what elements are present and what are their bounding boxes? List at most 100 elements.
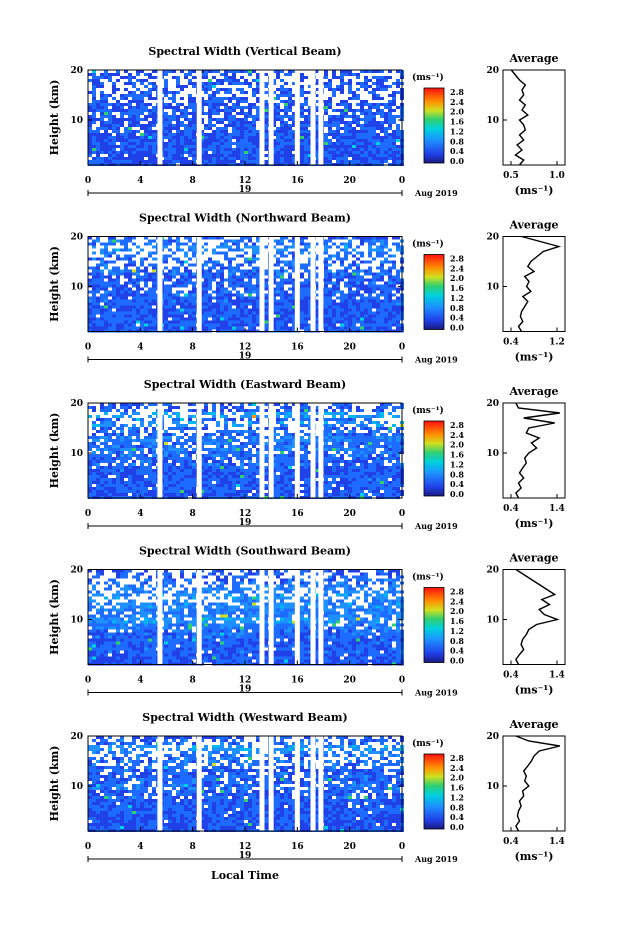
heatmap-cell [212,266,216,270]
heatmap-cell [324,308,328,312]
heatmap-cell [284,290,288,294]
heatmap-cell [112,106,116,109]
heatmap-cell [304,311,308,315]
heatmap-cell [188,302,192,306]
heatmap-cell [240,151,244,154]
heatmap-cell [344,412,348,415]
heatmap-cell [92,157,96,160]
heatmap-cell [300,91,304,94]
heatmap-cell [136,418,140,421]
heatmap-cell [392,263,396,267]
heatmap-cell [280,85,284,88]
heatmap-cell [388,266,392,270]
heatmap-cell [388,275,392,279]
heatmap-cell [292,115,296,118]
heatmap-cell [336,76,340,79]
heatmap-cell [384,245,388,249]
heatmap-cell [224,145,228,148]
heatmap-cell [276,454,280,457]
heatmap-cell [232,136,236,139]
heatmap-cell [376,79,380,82]
heatmap-cell [364,305,368,309]
heatmap-cell [300,239,304,243]
heatmap-cell [340,109,344,112]
heatmap-cell [380,311,384,315]
heatmap-cell [208,457,212,460]
heatmap-cell [232,76,236,79]
heatmap-cell [304,118,308,121]
heatmap-cell [252,302,256,306]
heatmap-cell [240,442,244,445]
heatmap-cell [300,302,304,306]
heatmap-cell [292,320,296,324]
heatmap-cell [184,451,188,454]
heatmap-cell [208,412,212,415]
heatmap-cell [272,436,276,439]
heatmap-cell [372,106,376,109]
heatmap-cell [112,160,116,163]
heatmap-cell [392,445,396,448]
heatmap-cell [352,284,356,288]
heatmap-cell [232,293,236,297]
heatmap-cell [300,142,304,145]
heatmap-cell [392,317,396,321]
heatmap-cell [88,308,92,312]
heatmap-cell [188,236,192,240]
heatmap-cell [240,275,244,279]
heatmap-cell [380,433,384,436]
heatmap-cell [136,299,140,303]
heatmap-cell [200,457,204,460]
heatmap-cell [344,302,348,306]
heatmap-cell [100,91,104,94]
heatmap-cell [220,415,224,418]
heatmap-cell [232,97,236,100]
heatmap-cell [240,409,244,412]
heatmap-cell [228,418,232,421]
heatmap-cell [284,121,288,124]
heatmap-cell [120,427,124,430]
heatmap-cell [396,317,400,321]
heatmap-cell [120,157,124,160]
heatmap-cell [352,326,356,330]
heatmap-cell [332,260,336,264]
heatmap-cell [140,148,144,151]
heatmap-cell [292,311,296,315]
heatmap-cell [204,157,208,160]
heatmap-cell [224,442,228,445]
heatmap-cell [220,145,224,148]
heatmap-cell [180,308,184,312]
heatmap-cell [252,305,256,309]
heatmap-cell [256,151,260,154]
heatmap-cell [392,451,396,454]
heatmap-cell [228,323,232,327]
heatmap-cell [148,103,152,106]
heatmap-cell [332,70,336,73]
heatmap-cell [116,124,120,127]
heatmap-cell [92,293,96,297]
heatmap-cell [368,145,372,148]
heatmap-cell [344,275,348,279]
heatmap-cell [340,263,344,267]
heatmap-cell [224,88,228,91]
heatmap-cell [364,157,368,160]
heatmap-cell [108,403,112,406]
heatmap-cell [248,130,252,133]
heatmap-cell [252,106,256,109]
heatmap-cell [136,293,140,297]
heatmap-cell [308,136,312,139]
colorbar-tick-label: 2.4 [450,263,464,273]
heatmap-cell [344,448,348,451]
heatmap-cell [352,263,356,267]
heatmap-cell [220,287,224,291]
heatmap-cell [120,403,124,406]
heatmap-cell [168,157,172,160]
heatmap-cell [256,130,260,133]
heatmap-cell [372,275,376,279]
heatmap-cell [276,257,280,261]
heatmap-cell [108,421,112,424]
heatmap-cell [216,451,220,454]
heatmap-cell [288,314,292,318]
heatmap-cell [368,112,372,115]
heatmap-cell [208,293,212,297]
heatmap-cell [284,148,288,151]
